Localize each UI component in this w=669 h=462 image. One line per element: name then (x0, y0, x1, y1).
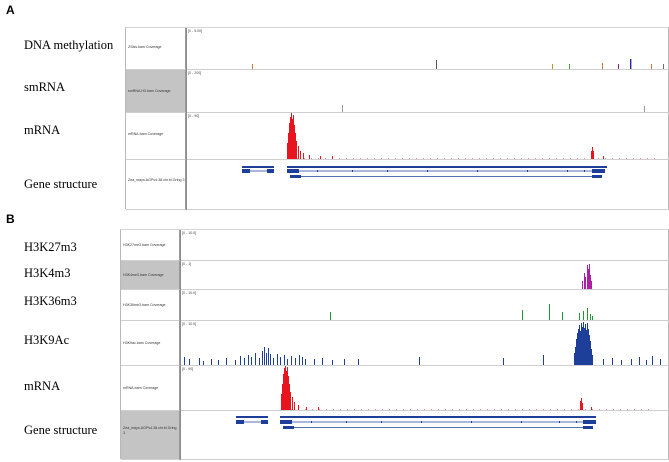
track-name-gene-structure-b[interactable]: Zea_mays.AGPv4.38.chr.bl.Gring 3 (121, 411, 180, 460)
mrna-signal-b (281, 366, 651, 410)
mrna-signal-a (287, 113, 657, 159)
divider-b[interactable] (180, 230, 181, 460)
label-mrna-a: mRNA (24, 123, 61, 137)
divider-a[interactable] (186, 28, 187, 210)
label-h3k9ac: H3K9Ac (24, 333, 70, 347)
track-mrna-a[interactable]: [0 - 90] (187, 113, 669, 160)
label-h3k4m3: H3K4m3 (24, 266, 71, 280)
label-gene-structure-b: Gene structure (24, 423, 98, 437)
track-name-h3k4m3[interactable]: H3K4me3.bam Coverage (121, 261, 180, 290)
track-name-h3k9ac[interactable]: H3K9ac.bam Coverage (121, 321, 180, 366)
gene-structure-b (236, 416, 596, 429)
track-name-h3k27m3[interactable]: H3K27me3.bam Coverage (121, 230, 180, 261)
dna-methylation-signal (252, 59, 664, 69)
smrna-signal (342, 105, 645, 112)
h3k36m3-signal (330, 304, 593, 320)
track-name-dna-methylation[interactable]: ZSiss.bam Coverage (126, 28, 186, 70)
track-h3k9ac[interactable]: [0 - 10.0] (181, 321, 669, 366)
panel-a-letter: A (6, 3, 15, 17)
track-h3k36m3[interactable]: [0 - 10.0] (181, 290, 669, 321)
h3k9ac-signal (184, 322, 661, 365)
igv-frame-a: ZSiss.bam Coverage smRNA.H3.bam Coverage… (125, 27, 669, 210)
track-smrna[interactable]: [0 - 200] (187, 70, 669, 113)
track-name-mrna-a[interactable]: mRNA.bam Coverage (126, 113, 186, 160)
panel-b-letter: B (6, 212, 15, 226)
track-h3k27m3[interactable]: [0 - 10.0] (181, 230, 669, 261)
track-name-gene-structure-a[interactable]: Zea_mays.AGPv4.38.chr.bl.Gring 3 (126, 160, 186, 210)
label-h3k36m3: H3K36m3 (24, 294, 77, 308)
track-gene-structure-b[interactable] (181, 411, 669, 460)
label-mrna-b: mRNA (24, 379, 61, 393)
track-mrna-b[interactable]: [0 - 90] (181, 366, 669, 411)
label-dna-methylation: DNA methylation (24, 38, 114, 52)
track-name-mrna-b[interactable]: mRNA.bam Coverage (121, 366, 180, 411)
track-name-h3k36m3[interactable]: H3K36me3.bam Coverage (121, 290, 180, 321)
gene-structure-a (242, 166, 607, 178)
track-dna-methylation[interactable]: [0 - 5.00] (187, 28, 669, 70)
igv-frame-b: H3K27me3.bam Coverage H3K4me3.bam Covera… (120, 229, 669, 460)
track-h3k4m3[interactable]: [0 - 1] (181, 261, 669, 290)
track-gene-structure-a[interactable] (187, 160, 669, 210)
track-name-smrna[interactable]: smRNA.H3.bam Coverage (126, 70, 186, 113)
h3k4m3-signal (582, 264, 592, 289)
label-smrna: smRNA (24, 80, 65, 94)
label-gene-structure-a: Gene structure (24, 177, 98, 191)
label-h3k27m3: H3K27m3 (24, 240, 77, 254)
